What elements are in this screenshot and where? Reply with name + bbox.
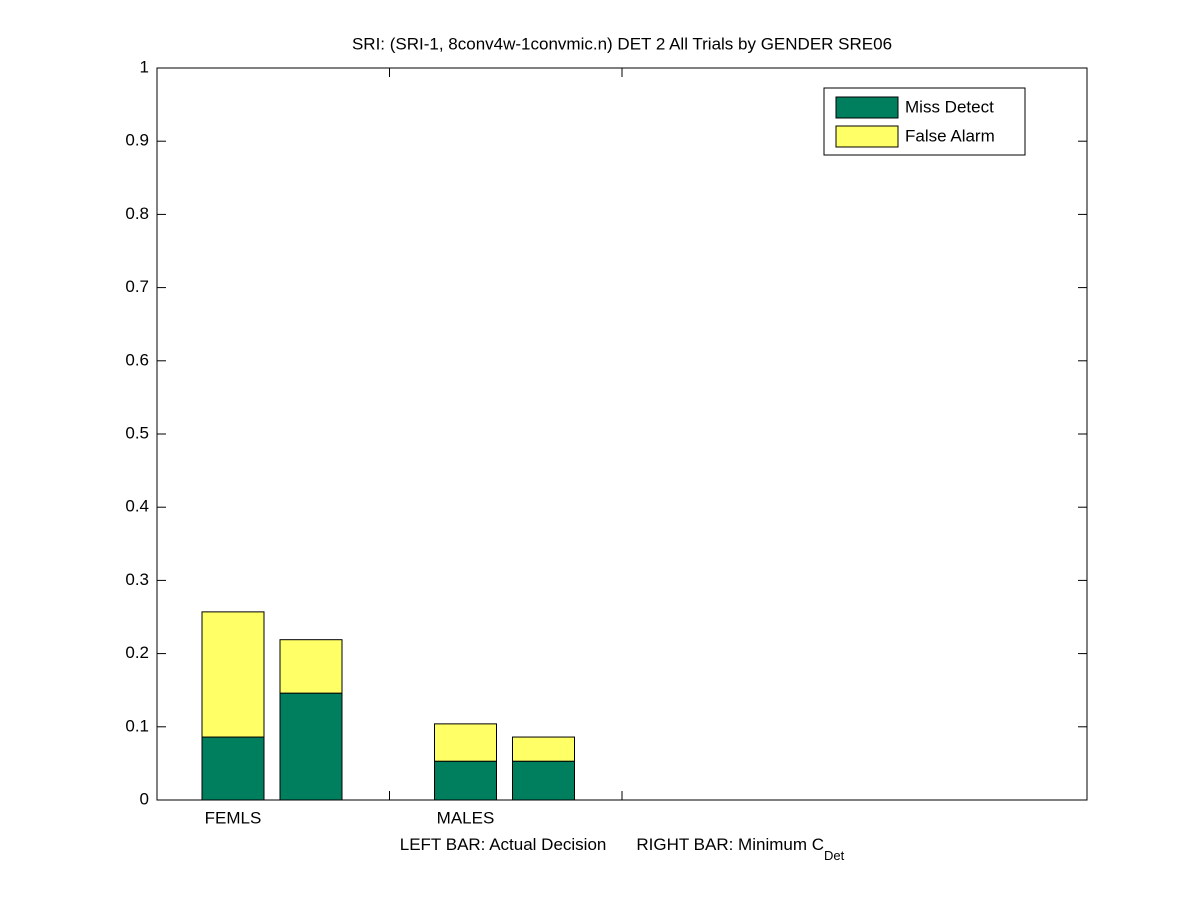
y-tick-label: 0.3 — [125, 570, 149, 589]
legend-swatch — [835, 96, 899, 119]
y-tick-label: 0.2 — [125, 643, 149, 662]
x-tick-label: MALES — [437, 808, 495, 827]
y-tick-label: 0.4 — [125, 497, 149, 516]
y-tick-label: 0.6 — [125, 350, 149, 369]
legend-label: False Alarm — [905, 126, 995, 145]
plot-frame — [156, 67, 1088, 801]
x-axis-label: LEFT BAR: Actual Decision RIGHT BAR: Mini… — [400, 835, 845, 863]
x-tick-label: FEMLS — [205, 808, 262, 827]
bar-segment — [434, 723, 497, 762]
y-tick-label: 0.1 — [125, 716, 149, 735]
x-label-subscript: Det — [824, 848, 845, 863]
x-label-right: RIGHT BAR: Minimum C — [636, 835, 824, 854]
y-tick-label: 1 — [140, 57, 149, 76]
bar-segment — [434, 760, 497, 801]
bar-segment — [279, 692, 343, 801]
bar-segment — [512, 736, 575, 762]
bar-segment — [201, 736, 265, 801]
legend-swatch — [835, 125, 899, 148]
y-tick-label: 0.9 — [125, 131, 149, 150]
y-tick-label: 0.7 — [125, 277, 149, 296]
x-label-left: LEFT BAR: Actual Decision — [400, 835, 607, 854]
legend-label: Miss Detect — [905, 97, 994, 116]
y-tick-label: 0.5 — [125, 423, 149, 442]
y-tick-label: 0 — [140, 789, 149, 808]
bar-segment — [279, 639, 343, 694]
bar-segment — [512, 760, 575, 801]
y-tick-label: 0.8 — [125, 204, 149, 223]
chart-title: SRI: (SRI-1, 8conv4w-1convmic.n) DET 2 A… — [352, 34, 892, 53]
bar-segment — [201, 611, 265, 738]
